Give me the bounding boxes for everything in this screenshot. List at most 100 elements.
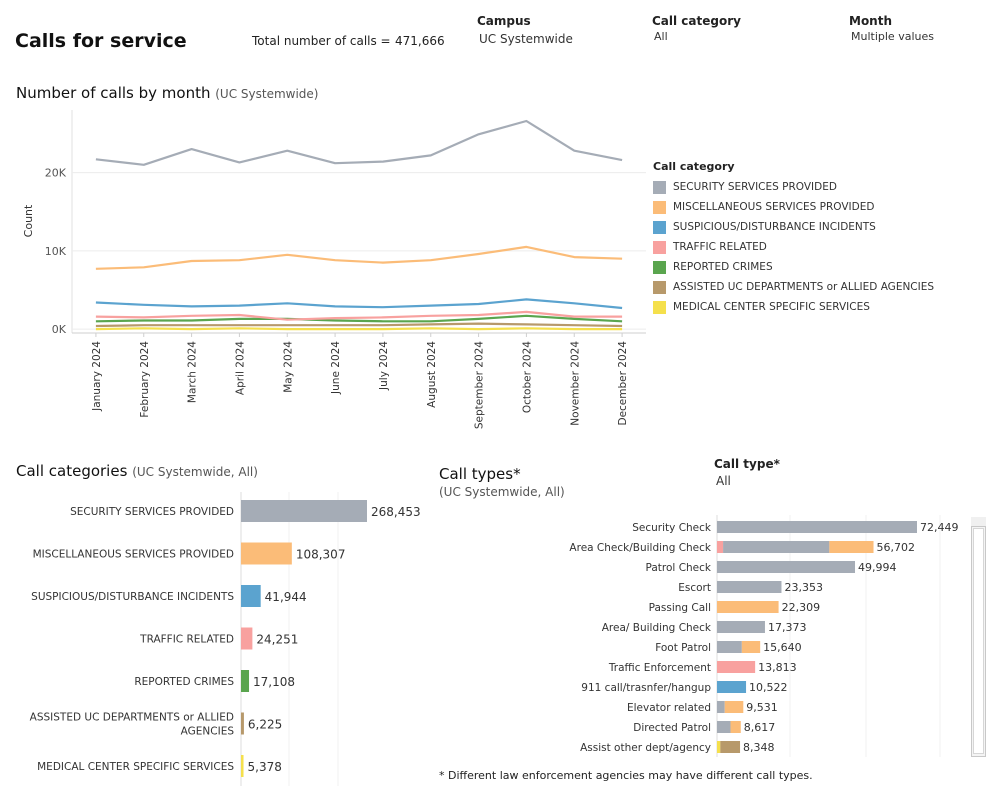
legend-label: TRAFFIC RELATED bbox=[673, 241, 767, 253]
legend-item[interactable]: REPORTED CRIMES bbox=[653, 257, 934, 277]
page-title: Calls for service bbox=[15, 30, 187, 52]
x-tick-label: February 2024 bbox=[139, 341, 151, 418]
call-type-filter[interactable]: All bbox=[716, 474, 731, 488]
category-filter[interactable]: All bbox=[654, 30, 668, 43]
call-type-bar-segment bbox=[724, 701, 744, 713]
call-type-value-label: 8,348 bbox=[743, 741, 775, 754]
legend-items: SECURITY SERVICES PROVIDED MISCELLANEOUS … bbox=[653, 177, 934, 317]
category-label: MEDICAL CENTER SPECIFIC SERVICES bbox=[37, 761, 234, 773]
call-type-label: Patrol Check bbox=[646, 562, 712, 574]
legend-swatch bbox=[653, 280, 666, 294]
series-line-1 bbox=[95, 245, 623, 270]
category-bar bbox=[241, 585, 261, 607]
call-type-value-label: 23,353 bbox=[784, 581, 823, 594]
call-type-bar-segment bbox=[741, 641, 761, 653]
call-type-bar-segment bbox=[717, 661, 756, 673]
call-type-bar-segment bbox=[720, 741, 741, 753]
category-label: SECURITY SERVICES PROVIDED bbox=[70, 506, 234, 518]
x-tick-label: January 2024 bbox=[91, 341, 103, 412]
legend-item[interactable]: TRAFFIC RELATED bbox=[653, 237, 934, 257]
campus-filter-label: Campus bbox=[477, 14, 531, 28]
legend-label: REPORTED CRIMES bbox=[673, 261, 773, 273]
category-bar bbox=[241, 755, 244, 777]
legend-item[interactable]: SECURITY SERVICES PROVIDED bbox=[653, 177, 934, 197]
category-label: REPORTED CRIMES bbox=[134, 676, 234, 688]
legend-item[interactable]: SUSPICIOUS/DISTURBANCE INCIDENTS bbox=[653, 217, 934, 237]
legend-swatch bbox=[653, 260, 666, 274]
categories-chart-title: Call categories (UC Systemwide, All) bbox=[16, 462, 258, 480]
x-tick-label: June 2024 bbox=[330, 341, 342, 395]
category-bar bbox=[241, 670, 250, 692]
x-tick-label: August 2024 bbox=[426, 341, 438, 408]
total-calls-label: Total number of calls = bbox=[252, 34, 391, 48]
call-type-bar-segment bbox=[730, 721, 741, 733]
call-type-label: Traffic Enforcement bbox=[608, 662, 711, 674]
legend-label: MEDICAL CENTER SPECIFIC SERVICES bbox=[673, 301, 870, 313]
call-type-bar-segment bbox=[829, 541, 874, 553]
call-type-bar-segment bbox=[717, 541, 724, 553]
call-type-label: Assist other dept/agency bbox=[580, 742, 711, 754]
x-tick-label: April 2024 bbox=[234, 341, 246, 395]
legend-label: ASSISTED UC DEPARTMENTS or ALLIED AGENCI… bbox=[673, 281, 935, 293]
month-filter[interactable]: Multiple values bbox=[851, 30, 934, 43]
legend-label: MISCELLANEOUS SERVICES PROVIDED bbox=[673, 201, 875, 213]
category-filter-label: Call category bbox=[652, 14, 741, 28]
footnote: * Different law enforcement agencies may… bbox=[439, 769, 813, 782]
category-bar bbox=[241, 542, 292, 565]
line-chart-subtitle: (UC Systemwide) bbox=[215, 87, 319, 101]
legend-swatch bbox=[653, 240, 666, 254]
legend-label: SECURITY SERVICES PROVIDED bbox=[673, 181, 837, 193]
call-type-label: Area/ Building Check bbox=[602, 622, 712, 634]
category-label-line: AGENCIES bbox=[181, 726, 235, 738]
call-type-bar-segment bbox=[717, 601, 779, 613]
x-tick-label: March 2024 bbox=[187, 341, 199, 403]
call-type-label: 911 call/trasnfer/hangup bbox=[581, 682, 711, 694]
x-tick-label: May 2024 bbox=[282, 341, 294, 393]
call-type-bar-segment bbox=[717, 621, 765, 633]
call-type-value-label: 17,373 bbox=[768, 621, 807, 634]
call-type-bar-segment bbox=[717, 681, 747, 693]
call-type-bar-segment bbox=[717, 741, 721, 753]
x-tick-label: July 2024 bbox=[378, 341, 390, 391]
y-tick-label: 0K bbox=[52, 323, 67, 336]
scroll-up-arrow[interactable] bbox=[971, 517, 986, 527]
series-line-0 bbox=[95, 119, 623, 166]
call-type-value-label: 13,813 bbox=[758, 661, 797, 674]
category-label: SUSPICIOUS/DISTURBANCE INCIDENTS bbox=[31, 591, 234, 603]
call-type-value-label: 56,702 bbox=[877, 541, 916, 554]
scrollbar-thumb[interactable] bbox=[973, 528, 984, 754]
series-line-5 bbox=[95, 322, 623, 328]
category-label: TRAFFIC RELATED bbox=[139, 634, 234, 646]
legend: Call category SECURITY SERVICES PROVIDED… bbox=[653, 160, 934, 317]
campus-filter[interactable]: UC Systemwide bbox=[479, 32, 573, 46]
call-type-filter-label: Call type* bbox=[714, 457, 780, 471]
call-type-label: Passing Call bbox=[649, 602, 711, 614]
series-line-3 bbox=[95, 310, 623, 321]
call-type-label: Security Check bbox=[632, 522, 712, 534]
call-type-label: Directed Patrol bbox=[633, 722, 711, 734]
call-type-value-label: 9,531 bbox=[746, 701, 778, 714]
call-type-label: Area Check/Building Check bbox=[569, 542, 711, 554]
call-type-value-label: 22,309 bbox=[782, 601, 821, 614]
types-chart-subtitle: (UC Systemwide, All) bbox=[439, 485, 565, 499]
legend-item[interactable]: MEDICAL CENTER SPECIFIC SERVICES bbox=[653, 297, 934, 317]
call-type-value-label: 10,522 bbox=[749, 681, 788, 694]
category-value-label: 108,307 bbox=[296, 548, 346, 562]
legend-item[interactable]: ASSISTED UC DEPARTMENTS or ALLIED AGENCI… bbox=[653, 277, 934, 297]
x-tick-label: December 2024 bbox=[617, 341, 629, 426]
legend-title: Call category bbox=[653, 160, 735, 173]
call-type-label: Escort bbox=[678, 582, 711, 594]
category-bar bbox=[241, 500, 367, 522]
series-line-4 bbox=[95, 314, 623, 323]
category-label: ASSISTED UC DEPARTMENTS or ALLIED AGENCIE… bbox=[30, 712, 235, 738]
x-tick-label: November 2024 bbox=[569, 341, 581, 426]
call-type-label: Foot Patrol bbox=[655, 642, 711, 654]
category-value-label: 24,251 bbox=[256, 633, 298, 647]
y-tick-label: 10K bbox=[45, 245, 67, 258]
call-type-bar-segment bbox=[717, 641, 742, 653]
categories-chart-title-text: Call categories bbox=[16, 462, 128, 480]
types-chart-title: Call types* bbox=[439, 465, 521, 483]
legend-item[interactable]: MISCELLANEOUS SERVICES PROVIDED bbox=[653, 197, 934, 217]
call-type-bar-segment bbox=[717, 701, 725, 713]
